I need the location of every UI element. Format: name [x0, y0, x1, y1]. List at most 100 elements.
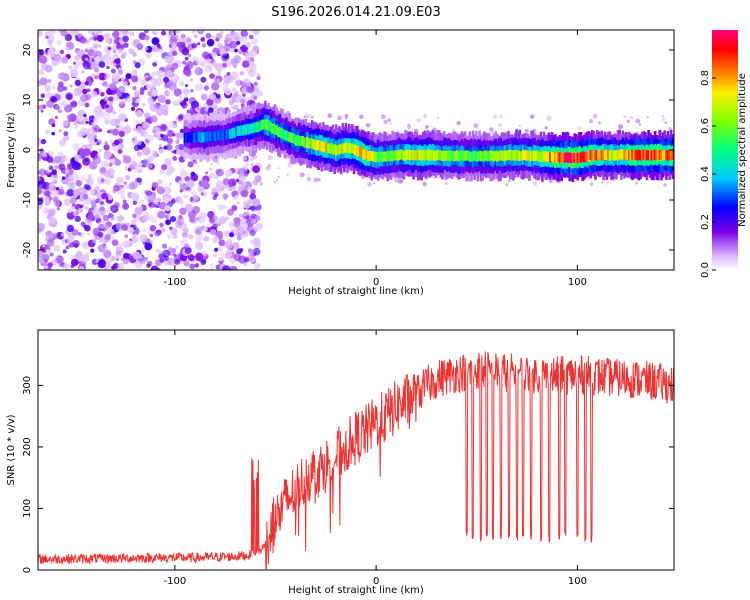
ridge-cell — [339, 143, 343, 154]
noise-speckle — [98, 148, 102, 152]
noise-speckle — [123, 124, 132, 134]
ridge-cell — [629, 150, 633, 161]
noise-speckle — [241, 225, 245, 230]
noise-speckle — [155, 108, 164, 116]
noise-speckle — [240, 98, 246, 104]
noise-speckle — [93, 67, 99, 73]
ridge-cell — [310, 138, 314, 149]
ridge-cell — [373, 152, 377, 163]
noise-speckle — [136, 125, 143, 132]
ridge-cell — [359, 146, 362, 157]
ridge-cell — [497, 150, 501, 161]
ridge-cell — [207, 131, 211, 142]
noise-speckle — [275, 179, 278, 181]
noise-speckle — [45, 249, 51, 254]
noise-speckle — [606, 181, 610, 185]
ridge-cell — [202, 132, 206, 143]
noise-speckle — [168, 82, 177, 91]
ridge-cell — [396, 150, 399, 161]
noise-speckle — [55, 187, 60, 191]
ridge-cell — [465, 150, 468, 161]
noise-speckle — [166, 214, 171, 219]
noise-speckle — [122, 51, 127, 56]
noise-speckle — [244, 172, 249, 177]
noise-speckle — [69, 196, 77, 204]
noise-speckle — [162, 195, 169, 203]
noise-speckle — [97, 259, 107, 269]
noise-speckle — [215, 184, 223, 192]
noise-speckle — [118, 130, 125, 137]
ridge-cell — [270, 123, 274, 134]
noise-speckle — [131, 97, 137, 102]
noise-speckle — [38, 139, 42, 145]
noise-speckle — [59, 49, 65, 55]
ridge-cell — [505, 150, 509, 161]
noise-speckle — [142, 215, 150, 222]
ridge-cell — [566, 152, 570, 163]
noise-speckle — [77, 207, 84, 213]
noise-speckle — [113, 184, 120, 192]
ridge-cell — [571, 152, 575, 163]
noise-speckle — [173, 253, 177, 257]
noise-speckle — [102, 111, 111, 121]
noise-speckle — [66, 224, 75, 233]
noise-speckle — [235, 40, 241, 46]
ridge-cell — [357, 146, 361, 157]
noise-speckle — [387, 118, 392, 123]
noise-speckle — [158, 148, 164, 154]
noise-speckle — [180, 33, 186, 39]
noise-speckle — [110, 216, 115, 221]
noise-speckle — [250, 205, 256, 211]
ridge-cell — [597, 149, 600, 160]
y-tick-label: 100 — [22, 499, 33, 518]
snr-x-label: Height of straight line (km) — [288, 585, 424, 596]
noise-speckle — [84, 117, 89, 122]
noise-speckle — [224, 39, 229, 44]
noise-speckle — [192, 194, 199, 201]
ridge-cell — [504, 150, 507, 161]
noise-speckle — [151, 217, 158, 224]
noise-speckle — [309, 115, 312, 117]
noise-speckle — [217, 204, 224, 211]
ridge-cell — [444, 150, 448, 161]
noise-speckle — [211, 235, 219, 243]
ridge-cell — [402, 150, 406, 161]
noise-speckle — [194, 226, 203, 235]
noise-speckle — [240, 189, 249, 198]
noise-speckle — [41, 104, 47, 110]
ridge-cell — [355, 146, 359, 157]
noise-speckle — [111, 236, 115, 240]
noise-speckle — [144, 123, 148, 128]
noise-speckle — [233, 253, 242, 262]
noise-speckle — [112, 110, 117, 115]
noise-speckle — [163, 84, 169, 90]
noise-speckle — [152, 130, 156, 134]
noise-speckle — [253, 198, 260, 205]
colorbar-label: Normalized spectral amplitude — [737, 73, 748, 227]
ridge-cell — [547, 151, 551, 162]
noise-speckle — [61, 56, 69, 64]
noise-speckle — [80, 254, 90, 263]
noise-speckle — [149, 204, 154, 209]
noise-speckle — [228, 186, 233, 192]
ridge-cell — [185, 133, 188, 144]
noise-speckle — [112, 62, 117, 67]
ridge-cell — [438, 149, 441, 160]
ridge-cell — [529, 151, 533, 162]
ridge-cell — [605, 150, 609, 161]
noise-speckle — [136, 151, 143, 157]
noise-speckle — [47, 39, 53, 45]
noise-speckle — [82, 193, 89, 200]
noise-speckle — [157, 94, 166, 104]
ridge-cell — [212, 131, 216, 142]
ridge-cell — [613, 150, 617, 161]
noise-speckle — [82, 61, 91, 70]
ridge-layer — [183, 100, 674, 182]
noise-speckle — [166, 69, 173, 76]
ridge-cell — [384, 151, 388, 162]
noise-speckle — [546, 115, 552, 121]
ridge-cell — [468, 151, 472, 162]
ridge-cell — [230, 128, 233, 139]
noise-speckle — [72, 143, 80, 151]
noise-speckle — [518, 124, 521, 127]
